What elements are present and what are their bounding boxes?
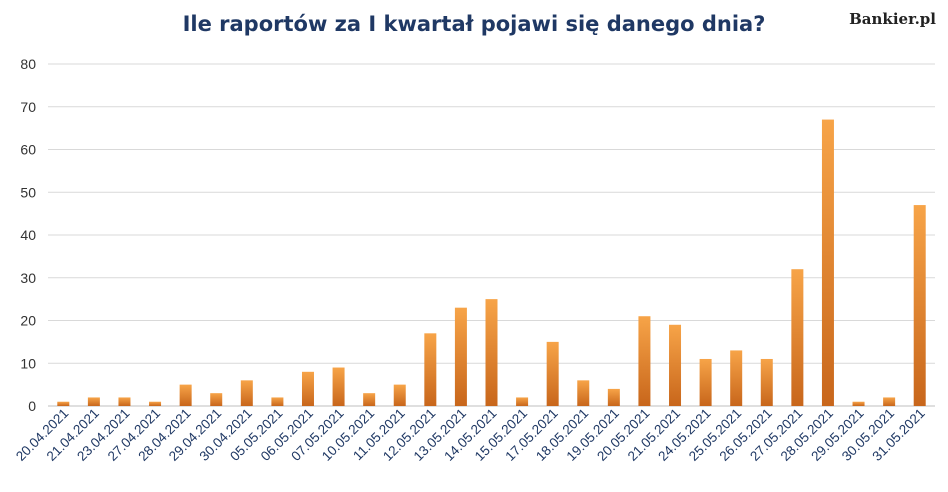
- y-tick-label: 50: [20, 184, 36, 200]
- bar-19.05.2021: [607, 388, 620, 406]
- bar-30.05.2021: [883, 397, 896, 406]
- bar-06.05.2021: [301, 371, 314, 406]
- bar-29.05.2021: [852, 401, 865, 406]
- y-tick-label: 40: [20, 227, 36, 243]
- bar-23.04.2021: [118, 397, 131, 406]
- bar-30.04.2021: [240, 380, 253, 406]
- bar-10.05.2021: [363, 393, 376, 406]
- bar-29.04.2021: [210, 393, 223, 406]
- bar-18.05.2021: [577, 380, 590, 406]
- bar-20.04.2021: [57, 401, 70, 406]
- bar-07.05.2021: [332, 367, 345, 406]
- bar-25.05.2021: [730, 350, 743, 406]
- bar-26.05.2021: [760, 358, 773, 406]
- bar-11.05.2021: [393, 384, 406, 406]
- bar-17.05.2021: [546, 341, 559, 406]
- chart-title: Ile raportów za I kwartał pojawi się dan…: [182, 12, 766, 36]
- bar-24.05.2021: [699, 358, 712, 406]
- bar-05.05.2021: [271, 397, 284, 406]
- bar-13.05.2021: [454, 307, 467, 406]
- bar-27.05.2021: [791, 269, 804, 406]
- y-tick-label: 80: [20, 56, 36, 72]
- bar-14.05.2021: [485, 299, 498, 406]
- bar-27.04.2021: [149, 401, 162, 406]
- y-tick-label: 20: [20, 313, 36, 329]
- brand-logo: Bankier.pl: [849, 10, 936, 28]
- x-axis-ticks: 20.04.202121.04.202123.04.202127.04.2021…: [13, 406, 928, 464]
- y-axis-ticks: 0 10 20 30 40 50 60 70 80: [20, 56, 36, 414]
- bar-21.05.2021: [669, 324, 682, 406]
- bars: [57, 119, 926, 406]
- bar-31.05.2021: [913, 205, 926, 406]
- y-tick-label: 70: [20, 99, 36, 115]
- bar-28.05.2021: [821, 119, 834, 406]
- y-tick-label: 10: [20, 355, 36, 371]
- y-tick-label: 0: [28, 398, 36, 414]
- bar-21.04.2021: [87, 397, 100, 406]
- bar-20.05.2021: [638, 316, 651, 406]
- bar-15.05.2021: [516, 397, 529, 406]
- y-tick-label: 30: [20, 270, 36, 286]
- bar-12.05.2021: [424, 333, 437, 406]
- y-tick-label: 60: [20, 142, 36, 158]
- bar-28.04.2021: [179, 384, 192, 406]
